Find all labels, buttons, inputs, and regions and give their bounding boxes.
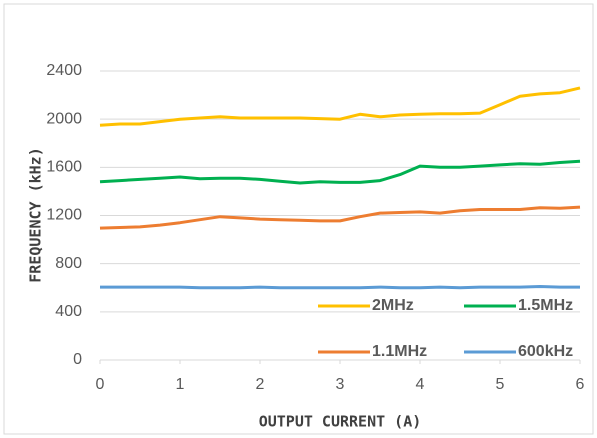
legend-label: 600kHz <box>518 343 573 360</box>
legend-label: 1.1MHz <box>372 343 427 360</box>
series-line <box>100 285 580 290</box>
series-line <box>99 159 581 185</box>
legend-label: 1.5MHz <box>518 297 573 314</box>
series-line <box>99 86 581 127</box>
x-tick-label: 1 <box>176 376 185 393</box>
x-tick-label: 6 <box>576 376 585 393</box>
y-tick-label: 2400 <box>46 62 82 79</box>
y-tick-label: 1200 <box>46 207 82 224</box>
y-tick-label: 800 <box>55 255 82 272</box>
series-line <box>99 205 581 230</box>
x-tick-label: 5 <box>496 376 505 393</box>
x-axis-title: OUTPUT CURRENT (A) <box>259 413 422 431</box>
x-tick-label: 2 <box>256 376 265 393</box>
y-tick-label: 0 <box>73 351 82 368</box>
y-tick-label: 2000 <box>46 110 82 127</box>
legend-label: 2MHz <box>372 297 414 314</box>
x-tick-label: 4 <box>416 376 425 393</box>
x-tick-label: 0 <box>96 376 105 393</box>
y-tick-label: 400 <box>55 303 82 320</box>
x-tick-label: 3 <box>336 376 345 393</box>
y-axis-title: FREQUENCY (kHz) <box>27 147 45 282</box>
y-tick-label: 1600 <box>46 159 82 176</box>
